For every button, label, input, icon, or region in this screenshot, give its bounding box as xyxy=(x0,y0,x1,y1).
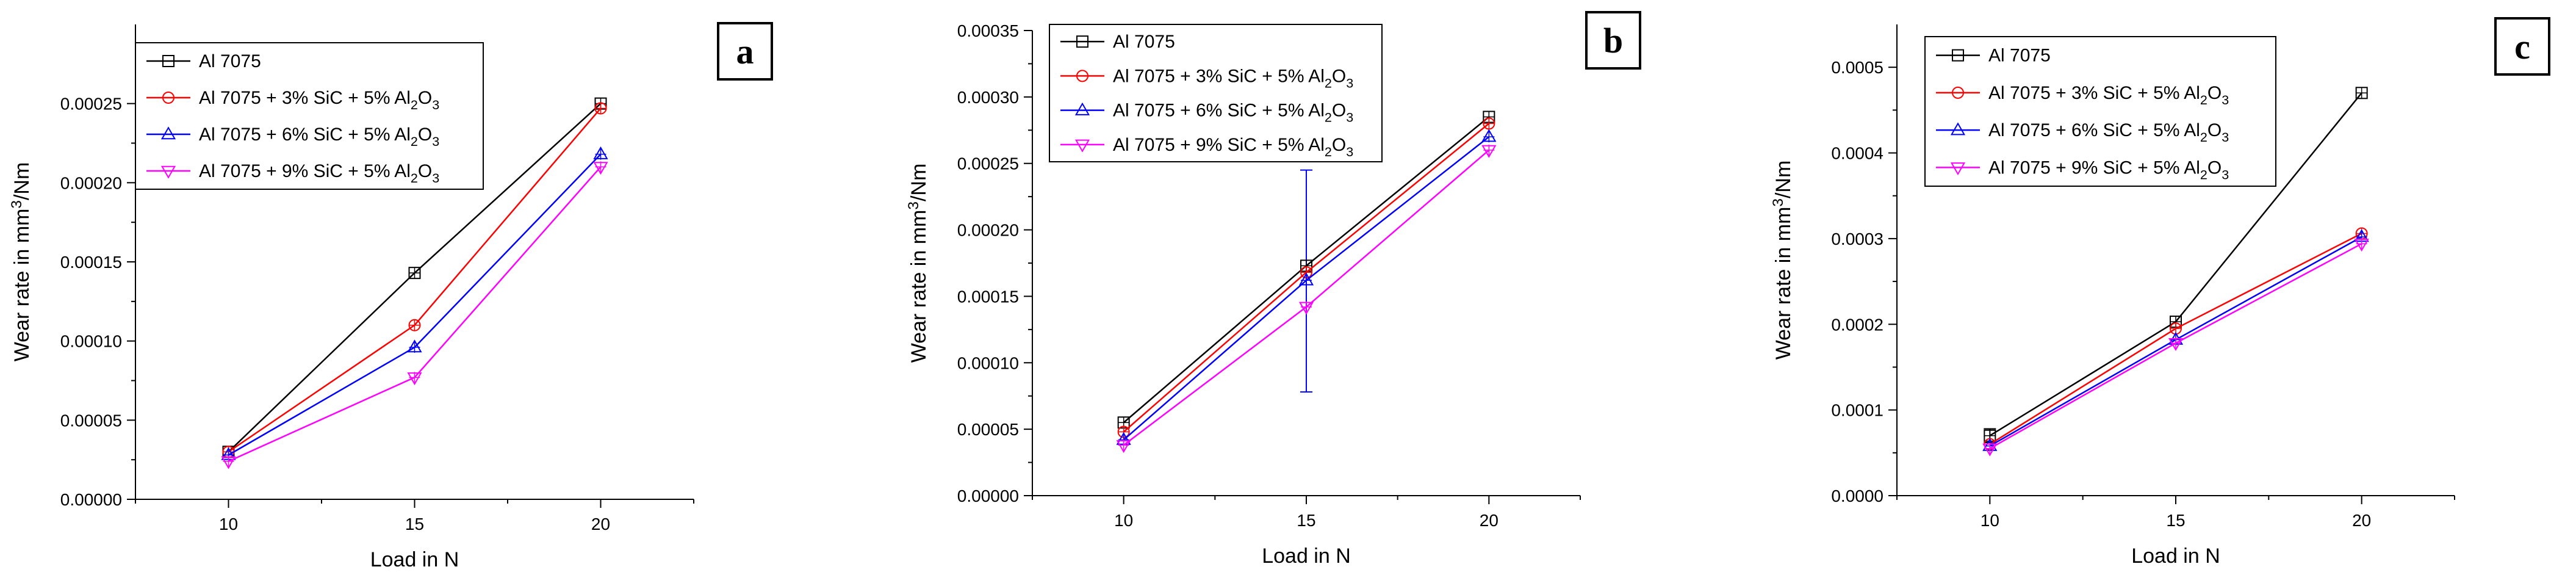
y-axis-title: Wear rate in mm3/Nm xyxy=(9,162,34,362)
legend-swatch-marker xyxy=(1952,49,1964,62)
chart-panel-c: 0.0000 0.0001 0.0002 0.0003 0.0004 0.0005 10 15… xyxy=(1770,17,2550,568)
x-tick-label: 15 xyxy=(1297,511,1315,530)
y-tick-label: 0.00005 xyxy=(957,420,1019,439)
chart-panel-b: 0.00000 0.00005 0.00010 0.00015 0.00020 0.000… xyxy=(905,11,1641,568)
y-tick-label: 0.00005 xyxy=(60,411,122,430)
legend-swatch-marker xyxy=(1076,35,1088,48)
legend-swatch-marker xyxy=(162,55,174,67)
y-tick-label: 0.00025 xyxy=(957,154,1019,173)
y-tick-label: 0.00010 xyxy=(60,332,122,351)
y-tick-label: 0.00015 xyxy=(60,253,122,272)
y-axis-title: Wear rate in mm3/Nm xyxy=(1770,161,1795,360)
y-tick-label: 0.00000 xyxy=(957,486,1019,505)
legend-entry-label: Al 7075 + 9% SiC + 5% Al2O3 xyxy=(199,161,439,186)
legend-entry-label: Al 7075 xyxy=(1988,46,2051,66)
y-tick-label: 0.00015 xyxy=(957,287,1019,306)
chart-panel-a: 0.00000 0.00005 0.00010 0.00015 0.00020 0.000… xyxy=(9,22,773,571)
legend-swatch-marker xyxy=(1950,162,1966,176)
legend-swatch-marker xyxy=(1074,102,1090,115)
y-tick-label: 0.00035 xyxy=(957,21,1019,40)
y-tick-label: 0.0003 xyxy=(1831,230,1883,248)
legend-swatch-marker xyxy=(1074,139,1090,153)
y-tick-label: 0.0001 xyxy=(1831,401,1883,420)
legend-entry-label: Al 7075 + 9% SiC + 5% Al2O3 xyxy=(1113,135,1353,159)
legend: Al 7075 Al 7075 + 3% SiC + 5% Al2O3 Al 707… xyxy=(135,42,484,190)
x-axis-title: Load in N xyxy=(370,548,459,571)
x-tick-label: 10 xyxy=(1981,511,1999,530)
y-tick-label: 0.0000 xyxy=(1831,486,1883,505)
legend-swatch-marker xyxy=(160,165,176,179)
y-tick-label: 0.00010 xyxy=(957,353,1019,372)
y-tick-label: 0.0004 xyxy=(1831,144,1883,163)
legend-swatch-marker xyxy=(160,126,176,140)
legend-entry-label: Al 7075 + 6% SiC + 5% Al2O3 xyxy=(1113,101,1353,125)
legend-box xyxy=(1924,36,2276,187)
panel-label-box xyxy=(2494,17,2550,76)
panel-label: b xyxy=(1603,21,1623,60)
legend-box xyxy=(135,42,484,190)
x-tick-label: 20 xyxy=(2352,511,2371,530)
panel-label: c xyxy=(2514,27,2530,67)
panel-label: a xyxy=(736,32,754,71)
y-tick-label: 0.00020 xyxy=(957,221,1019,240)
y-tick-label: 0.0005 xyxy=(1831,58,1883,77)
y-tick-label: 0.0002 xyxy=(1831,315,1883,334)
x-tick-label: 15 xyxy=(405,515,424,533)
series-line xyxy=(228,153,602,456)
y-tick-label: 0.00020 xyxy=(60,173,122,192)
legend-entry-label: Al 7075 xyxy=(199,51,261,71)
legend: Al 7075 Al 7075 + 3% SiC + 5% Al2O3 Al 707… xyxy=(1049,24,1383,162)
y-tick-label: 0.00025 xyxy=(60,95,122,114)
legend-swatch-marker xyxy=(1952,86,1964,99)
x-tick-label: 20 xyxy=(1480,511,1498,530)
x-tick-label: 15 xyxy=(2166,511,2185,530)
x-tick-label: 20 xyxy=(591,515,610,533)
legend-swatch-marker xyxy=(162,92,174,104)
legend-entry-label: Al 7075 + 3% SiC + 5% Al2O3 xyxy=(199,88,439,112)
legend: Al 7075 Al 7075 + 3% SiC + 5% Al2O3 Al 707… xyxy=(1924,36,2276,187)
legend-entry-label: Al 7075 + 6% SiC + 5% Al2O3 xyxy=(1988,120,2229,145)
x-axis-title: Load in N xyxy=(2131,544,2220,568)
legend-entry-label: Al 7075 + 3% SiC + 5% Al2O3 xyxy=(1113,66,1353,90)
y-axis-title: Wear rate in mm3/Nm xyxy=(905,164,930,363)
y-tick-label: 0.00000 xyxy=(60,490,122,509)
series-line xyxy=(228,166,602,462)
legend-box xyxy=(1049,24,1383,162)
legend-swatch-marker xyxy=(1950,122,1966,136)
x-axis-title: Load in N xyxy=(1262,544,1351,568)
x-tick-label: 10 xyxy=(219,515,238,533)
legend-entry-label: Al 7075 + 3% SiC + 5% Al2O3 xyxy=(1988,83,2229,107)
legend-entry-label: Al 7075 + 9% SiC + 5% Al2O3 xyxy=(1988,157,2229,182)
panel-label-box xyxy=(717,22,773,81)
legend-entry-label: Al 7075 + 6% SiC + 5% Al2O3 xyxy=(199,125,439,149)
panel-label-box xyxy=(1585,11,1641,70)
y-tick-label: 0.00030 xyxy=(957,88,1019,107)
legend-swatch-marker xyxy=(1076,70,1088,82)
x-tick-label: 10 xyxy=(1114,511,1133,530)
legend-entry-label: Al 7075 xyxy=(1113,32,1175,52)
